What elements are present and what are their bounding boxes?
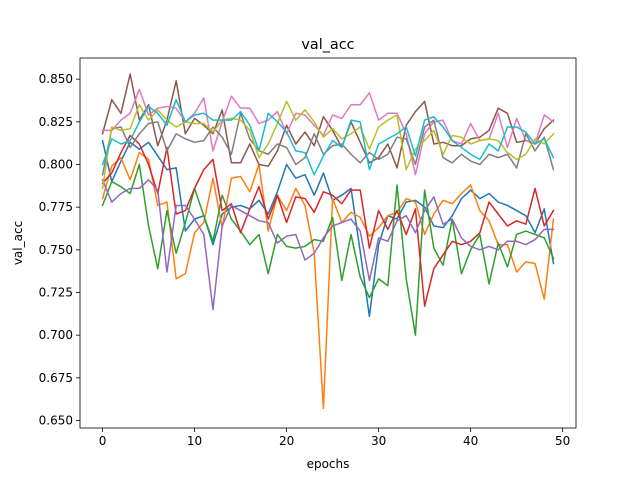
y-tick-label: 0.675 [39, 371, 73, 385]
series-line-8 [101, 112, 555, 176]
y-axis-label: val_acc [11, 221, 25, 265]
series-layer [101, 73, 555, 410]
y-tick-label: 0.650 [39, 413, 73, 427]
plot-area-frame [79, 57, 577, 429]
y-tick-label: 0.825 [39, 115, 73, 129]
y-tick-label: 0.725 [39, 285, 73, 299]
chart-title: val_acc [301, 37, 354, 53]
series-line-3 [101, 163, 555, 336]
x-tick-label: 20 [279, 434, 294, 448]
y-tick-label: 0.800 [39, 157, 73, 171]
x-tick-label: 10 [187, 434, 202, 448]
y-tick-label: 0.775 [39, 200, 73, 214]
y-tick-label: 0.850 [39, 72, 73, 86]
x-tick-label: 0 [99, 434, 107, 448]
y-tick-label: 0.750 [39, 243, 73, 257]
series-line-7 [101, 88, 555, 176]
x-axis: 0 10 20 30 40 50 [99, 428, 570, 448]
series-line-9 [101, 100, 555, 190]
x-tick-label: 30 [371, 434, 386, 448]
series-line-1 [101, 139, 555, 318]
series-line-10 [101, 98, 555, 176]
x-tick-label: 40 [463, 434, 478, 448]
series-line-2 [101, 151, 555, 410]
series-line-5 [101, 178, 555, 311]
y-tick-label: 0.700 [39, 328, 73, 342]
x-axis-label: epochs [307, 457, 350, 471]
series-line-4 [101, 134, 555, 307]
x-tick-label: 50 [555, 434, 570, 448]
y-axis: 0.650 0.675 0.700 0.725 0.750 0.775 0.800 0.825… [39, 72, 80, 427]
